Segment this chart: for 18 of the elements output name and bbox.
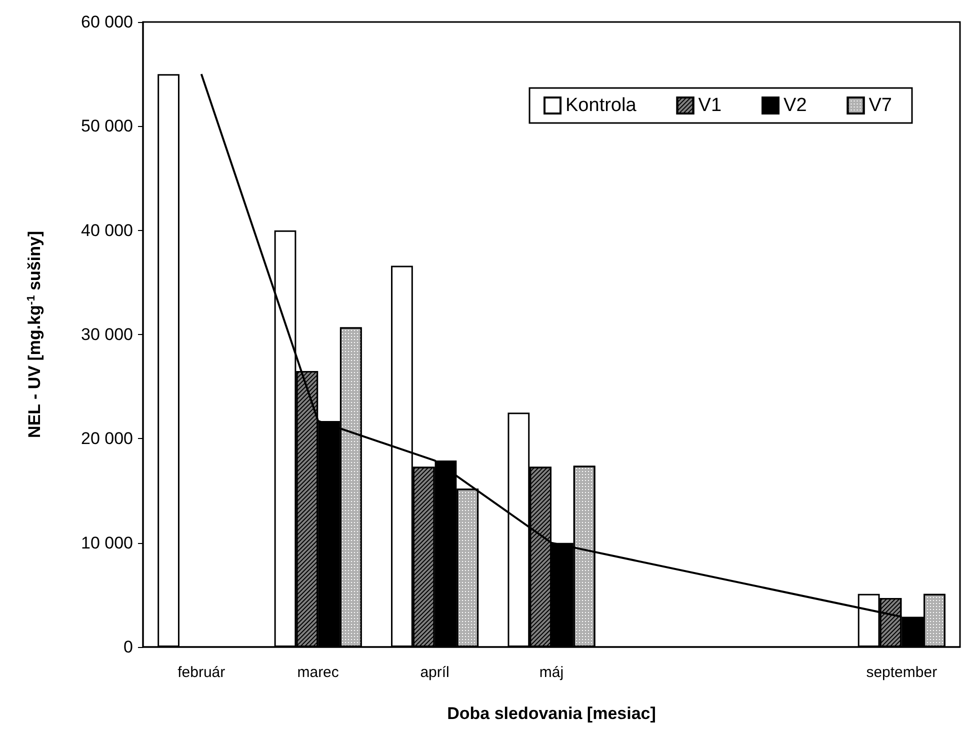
legend-label: V1	[698, 95, 722, 116]
y-tick-label: 50 000	[81, 116, 133, 136]
y-tick-label: 20 000	[81, 429, 133, 448]
x-tick-label: september	[866, 664, 938, 681]
y-axis-title: NEL - UV [mg.kg-1 sušiny]	[25, 230, 44, 438]
y-tick-label: 10 000	[81, 533, 133, 552]
legend-label: V7	[868, 95, 892, 116]
x-tick-label: máj	[539, 664, 564, 681]
y-tick-label: 60 000	[81, 12, 133, 32]
y-tick-label: 30 000	[81, 325, 133, 344]
x-tick-label: apríl	[420, 664, 450, 681]
legend-label: V2	[784, 95, 807, 116]
y-tick-label: 40 000	[81, 220, 133, 240]
x-tick-label: február	[178, 664, 226, 681]
x-axis-title: Doba sledovania [mesiac]	[447, 704, 656, 723]
y-tick-label: 0	[124, 638, 133, 656]
x-tick-label: marec	[297, 664, 340, 681]
legend-label: Kontrola	[566, 95, 637, 116]
